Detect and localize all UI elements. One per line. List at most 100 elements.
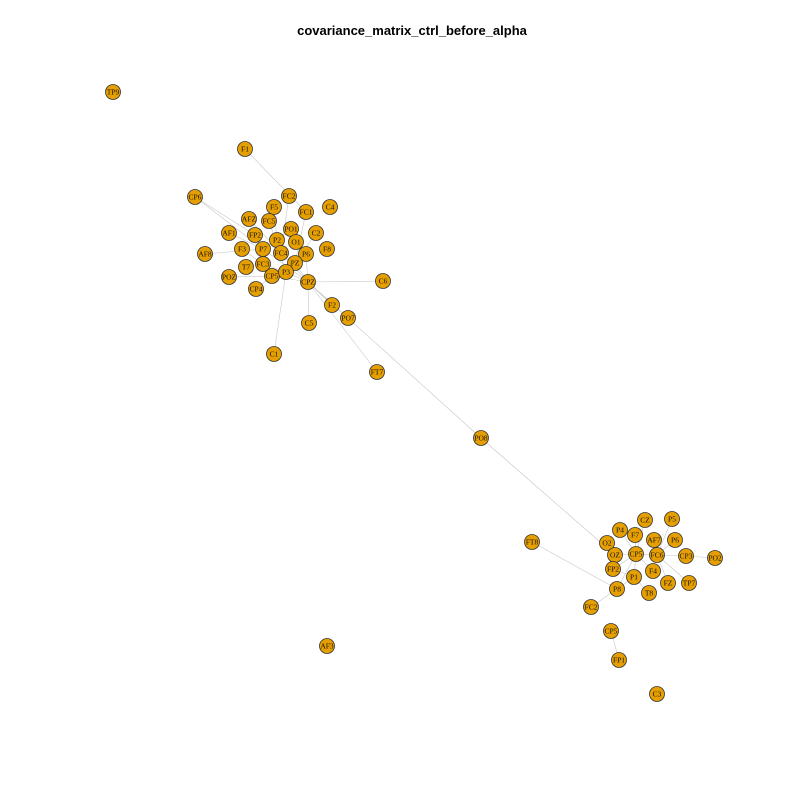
- node-label: FC1: [300, 208, 313, 217]
- graph-node: F5: [267, 200, 282, 215]
- node-label: O2: [602, 539, 611, 548]
- node-label: CP4: [250, 285, 263, 294]
- node-label: T8: [645, 589, 654, 598]
- node-label: PO7: [341, 314, 355, 323]
- node-label: FC2: [283, 192, 296, 201]
- graph-node: P7: [256, 242, 271, 257]
- graph-node: AF8: [198, 247, 213, 262]
- node-label: CP5: [605, 627, 618, 636]
- graph-node: P3: [279, 265, 294, 280]
- node-label: TP7: [683, 579, 696, 588]
- node-label: P8: [613, 585, 621, 594]
- graph-node: FC5: [262, 214, 277, 229]
- node-label: C4: [326, 203, 335, 212]
- node-label: F2: [328, 301, 336, 310]
- node-label: AFZ: [242, 215, 257, 224]
- node-label: P3: [282, 268, 290, 277]
- node-label: AF1: [222, 229, 236, 238]
- node-label: AF8: [198, 250, 212, 259]
- graph-edge: [308, 282, 377, 372]
- node-label: P6: [302, 250, 310, 259]
- node-label: C3: [653, 690, 662, 699]
- graph-node: F4: [646, 564, 661, 579]
- graph-node: C1: [267, 347, 282, 362]
- node-label: F5: [270, 203, 278, 212]
- graph-node: FP1: [612, 653, 627, 668]
- graph-node: C6: [376, 274, 391, 289]
- graph-node: CP6: [188, 190, 203, 205]
- node-label: FC3: [257, 260, 270, 269]
- graph-node: T8: [642, 586, 657, 601]
- graph-node: POZ: [222, 270, 237, 285]
- graph-edge: [274, 272, 286, 354]
- graph-node: P4: [613, 523, 628, 538]
- node-label: CP5: [630, 550, 643, 559]
- graph-node: T7: [239, 260, 254, 275]
- node-label: FZ: [664, 579, 673, 588]
- node-label: C6: [379, 277, 388, 286]
- graph-node: F3: [235, 242, 250, 257]
- node-label: F1: [241, 145, 249, 154]
- node-label: CPZ: [301, 278, 315, 287]
- node-label: CP3: [680, 552, 693, 561]
- node-label: CP5: [266, 272, 279, 281]
- node-label: POZ: [222, 273, 237, 282]
- graph-node: TP9: [106, 85, 121, 100]
- graph-node: F2: [325, 298, 340, 313]
- graph-node: CZ: [638, 513, 653, 528]
- node-label: FC5: [263, 217, 276, 226]
- node-label: P7: [259, 245, 267, 254]
- node-label: FP1: [613, 656, 625, 665]
- node-label: OZ: [610, 551, 620, 560]
- node-label: CP6: [189, 193, 202, 202]
- node-label: P4: [616, 526, 624, 535]
- node-label: O1: [291, 238, 300, 247]
- graph-node: FT8: [525, 535, 540, 550]
- graph-node: AF7: [647, 533, 662, 548]
- node-label: FC2: [585, 603, 598, 612]
- node-label: AF3: [320, 642, 334, 651]
- graph-node: F1: [238, 142, 253, 157]
- graph-node: OZ: [608, 548, 623, 563]
- node-label: F7: [631, 531, 639, 540]
- graph-node: PO7: [341, 311, 356, 326]
- graph-edge: [481, 438, 615, 555]
- graph-node: F7: [628, 528, 643, 543]
- graph-node: FP2: [606, 562, 621, 577]
- graph-node: P6: [668, 533, 683, 548]
- graph-node: FC1: [299, 205, 314, 220]
- graph-node: P1: [627, 570, 642, 585]
- node-label: CZ: [640, 516, 650, 525]
- graph-node: FC6: [650, 548, 665, 563]
- graph-node: C2: [309, 226, 324, 241]
- node-label: AF7: [647, 536, 661, 545]
- graph-node: FC4: [274, 246, 289, 261]
- graph-edge: [205, 249, 263, 254]
- node-label: PO1: [284, 225, 298, 234]
- graph-node: FC2: [584, 600, 599, 615]
- graph-node: P5: [665, 512, 680, 527]
- plot-title: covariance_matrix_ctrl_before_alpha: [297, 23, 528, 38]
- node-label: F4: [649, 567, 657, 576]
- graph-node: CP5: [629, 547, 644, 562]
- graph-node: F8: [320, 242, 335, 257]
- graph-node: PO2: [708, 551, 723, 566]
- node-label: PO2: [708, 554, 722, 563]
- graph-node: C4: [323, 200, 338, 215]
- node-label: FT7: [371, 368, 384, 377]
- node-label: FP2: [607, 565, 619, 574]
- graph-node: CP5: [265, 269, 280, 284]
- graph-node: C3: [650, 687, 665, 702]
- node-label: C5: [305, 319, 314, 328]
- node-label: P2: [273, 236, 281, 245]
- node-label: TP9: [107, 88, 120, 97]
- graph-node: O1: [289, 235, 304, 250]
- graph-node: C5: [302, 316, 317, 331]
- graph-edge: [308, 281, 383, 282]
- node-label: FT8: [526, 538, 539, 547]
- node-label: T7: [242, 263, 251, 272]
- node-label: P5: [668, 515, 676, 524]
- node-layer: TP9 F1 CP6 FC2 C4 F5 FC1 AFZ FC5 AF1 FP2 PO1 C2 P2 O1 A…: [106, 85, 723, 702]
- node-label: F3: [238, 245, 246, 254]
